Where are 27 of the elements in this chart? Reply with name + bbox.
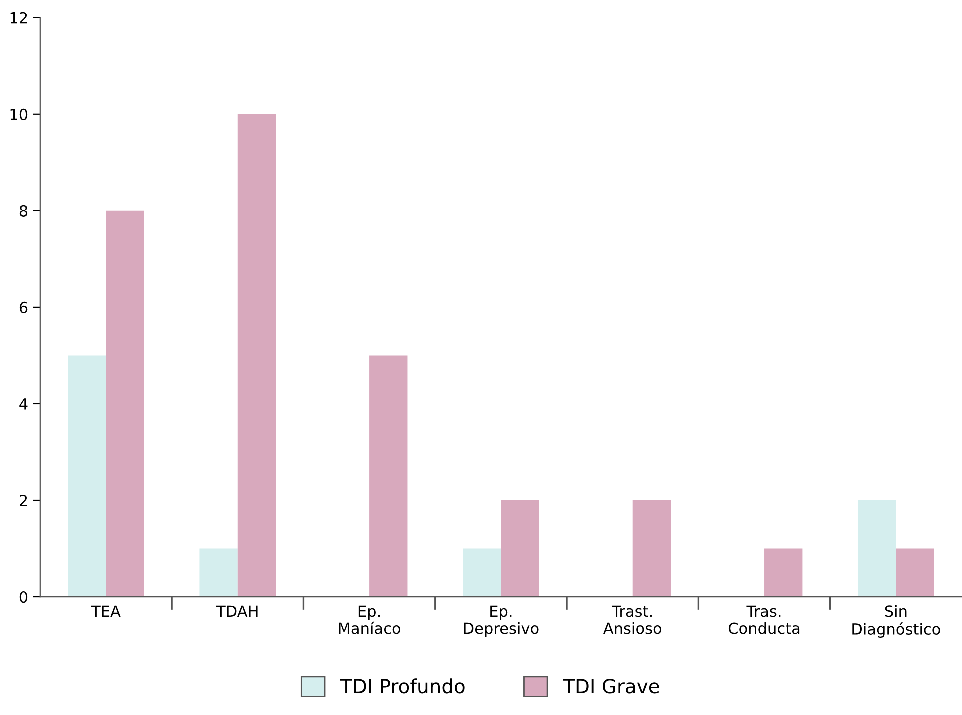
x-tick-label: TEA	[91, 606, 121, 617]
x-tick-label: Tras. Conducta	[728, 606, 800, 634]
x-tick-label: Trast. Ansioso	[603, 606, 662, 634]
x-tick-label: TDAH	[216, 606, 258, 617]
y-tick-label: 8	[20, 205, 28, 217]
legend-label: TDI Grave	[563, 679, 660, 694]
bar	[68, 356, 106, 598]
bar	[200, 548, 238, 598]
y-tick-label: 2	[20, 494, 28, 506]
y-tick-label: 0	[20, 591, 28, 604]
bar	[238, 114, 276, 598]
bar	[764, 548, 803, 598]
y-tick-label: 12	[10, 12, 28, 24]
bar	[463, 548, 502, 598]
bar	[632, 500, 672, 598]
x-tick-label: Ep. Depresivo	[464, 606, 539, 638]
y-tick-label: 10	[10, 108, 28, 120]
x-tick-label: Sin Diagnóstico	[852, 605, 940, 638]
bar	[858, 500, 896, 598]
legend-label: TDI Profundo	[340, 678, 465, 694]
y-tick-label: 6	[20, 302, 28, 314]
bar	[370, 356, 408, 598]
bar	[106, 210, 144, 598]
bar	[501, 500, 540, 598]
x-tick-label: Ep. Maníaco	[339, 606, 400, 634]
y-tick-label: 4	[20, 398, 28, 410]
bar	[896, 548, 934, 598]
